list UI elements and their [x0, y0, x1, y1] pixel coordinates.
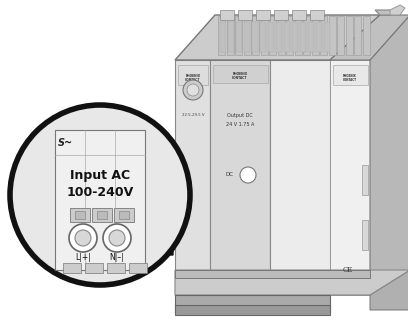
Polygon shape	[328, 16, 335, 55]
Bar	[114, 208, 134, 222]
Circle shape	[75, 230, 91, 246]
Polygon shape	[269, 16, 276, 55]
Circle shape	[69, 224, 97, 252]
Polygon shape	[140, 225, 173, 255]
Bar	[97, 211, 107, 219]
Circle shape	[240, 167, 256, 183]
Polygon shape	[292, 10, 306, 20]
Polygon shape	[270, 60, 330, 295]
Polygon shape	[375, 10, 400, 15]
Text: Output DC: Output DC	[227, 113, 253, 117]
Bar	[213, 65, 268, 83]
Polygon shape	[226, 16, 233, 55]
Bar	[129, 263, 147, 273]
Text: 24 V 1.75 A: 24 V 1.75 A	[226, 122, 254, 128]
Text: 22.5-29.5 V: 22.5-29.5 V	[182, 113, 204, 117]
Circle shape	[187, 84, 199, 96]
Polygon shape	[303, 16, 310, 55]
Text: STEP POWER: STEP POWER	[180, 162, 186, 198]
Bar	[85, 263, 103, 273]
Bar	[300, 22, 306, 52]
Polygon shape	[252, 16, 259, 55]
Polygon shape	[238, 10, 252, 20]
Bar	[276, 22, 282, 52]
Polygon shape	[260, 16, 268, 55]
Circle shape	[103, 224, 131, 252]
Polygon shape	[354, 16, 361, 55]
Bar	[260, 22, 266, 52]
Text: PHOENIX
CONTACT: PHOENIX CONTACT	[343, 74, 357, 82]
Text: DC: DC	[226, 172, 234, 178]
Polygon shape	[218, 16, 225, 55]
Bar	[333, 65, 368, 85]
Text: 100-240V: 100-240V	[67, 186, 134, 198]
Bar	[92, 208, 112, 222]
Circle shape	[10, 105, 190, 285]
Polygon shape	[295, 16, 302, 55]
Bar	[63, 263, 81, 273]
Bar	[228, 22, 234, 52]
Bar	[75, 211, 85, 219]
Bar	[175, 295, 330, 313]
Polygon shape	[346, 16, 353, 55]
Polygon shape	[310, 10, 324, 20]
Bar	[178, 65, 208, 85]
Circle shape	[109, 230, 125, 246]
Bar	[55, 130, 145, 270]
Polygon shape	[244, 16, 251, 55]
Polygon shape	[256, 10, 270, 20]
Bar	[175, 270, 370, 278]
Polygon shape	[370, 270, 408, 310]
Polygon shape	[175, 15, 380, 60]
Text: Input AC: Input AC	[70, 168, 130, 182]
Bar	[284, 22, 290, 52]
Bar	[362, 165, 368, 195]
Text: N|–|: N|–|	[110, 254, 124, 263]
Bar	[236, 22, 242, 52]
Text: PHOENIX
CONTACT: PHOENIX CONTACT	[185, 74, 201, 82]
Bar	[324, 22, 330, 52]
Circle shape	[183, 80, 203, 100]
Polygon shape	[175, 60, 210, 295]
Polygon shape	[220, 10, 234, 20]
Polygon shape	[330, 60, 370, 295]
Polygon shape	[362, 16, 370, 55]
Polygon shape	[175, 270, 408, 295]
Bar	[292, 22, 298, 52]
Text: CE: CE	[343, 266, 353, 274]
Polygon shape	[235, 16, 242, 55]
Polygon shape	[277, 16, 284, 55]
Bar	[220, 22, 226, 52]
Bar	[175, 305, 330, 315]
Bar	[119, 211, 129, 219]
Bar	[316, 22, 322, 52]
Bar	[70, 208, 90, 222]
Polygon shape	[311, 16, 319, 55]
Bar	[308, 22, 314, 52]
Bar	[244, 22, 250, 52]
Text: L|+|: L|+|	[75, 254, 91, 263]
Text: S~: S~	[58, 138, 73, 148]
Bar	[268, 22, 274, 52]
Polygon shape	[337, 16, 344, 55]
Polygon shape	[274, 10, 288, 20]
Polygon shape	[210, 60, 270, 295]
Polygon shape	[390, 5, 405, 15]
Text: PHOENIX
CONTACT: PHOENIX CONTACT	[232, 72, 248, 80]
Bar	[107, 263, 125, 273]
Polygon shape	[370, 15, 408, 295]
Polygon shape	[320, 16, 327, 55]
Polygon shape	[286, 16, 293, 55]
Polygon shape	[330, 15, 408, 60]
Bar	[252, 22, 258, 52]
Bar	[362, 220, 368, 250]
